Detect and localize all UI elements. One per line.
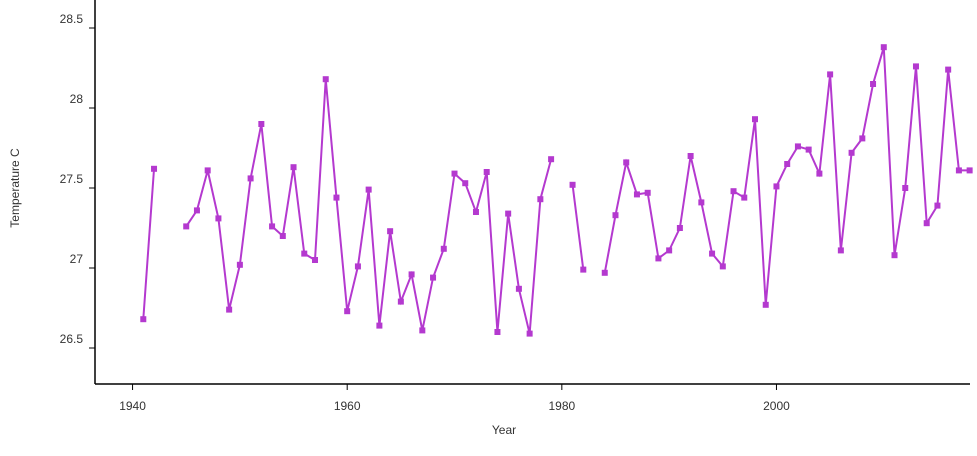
point <box>515 285 522 292</box>
point <box>870 81 877 87</box>
point <box>226 306 233 313</box>
point <box>752 116 758 123</box>
point <box>569 181 576 188</box>
point <box>376 322 383 329</box>
point <box>537 196 544 203</box>
point <box>333 194 340 201</box>
point <box>183 223 190 230</box>
point <box>676 225 683 231</box>
point <box>601 269 608 276</box>
point <box>215 215 222 222</box>
point <box>719 263 726 270</box>
point <box>880 44 887 51</box>
point <box>322 76 329 83</box>
point <box>891 252 898 259</box>
point <box>472 209 479 215</box>
y-tick-label: 28.5 <box>60 12 84 26</box>
point <box>505 210 512 217</box>
point <box>387 228 394 235</box>
x-tick-label: 2000 <box>763 399 790 413</box>
point <box>644 189 651 196</box>
point <box>193 207 200 214</box>
point <box>827 71 834 78</box>
point <box>902 185 909 191</box>
x-tick-label: 1960 <box>334 399 361 413</box>
point <box>462 180 469 187</box>
point <box>741 194 748 201</box>
point <box>945 66 952 73</box>
point <box>794 143 801 150</box>
x-axis-label: Year <box>492 423 516 437</box>
point <box>397 298 404 305</box>
point <box>859 135 866 142</box>
x-tick-label: 1980 <box>548 399 575 413</box>
point <box>301 250 308 257</box>
point <box>204 167 211 174</box>
point <box>773 183 780 190</box>
point <box>687 153 694 159</box>
point <box>548 156 555 163</box>
point <box>580 266 587 273</box>
point <box>816 170 823 177</box>
series-line <box>142 46 970 334</box>
point <box>312 257 318 263</box>
y-tick-label: 28 <box>70 92 84 106</box>
point <box>440 245 447 252</box>
point <box>483 169 490 175</box>
point <box>430 274 437 281</box>
point <box>354 263 361 270</box>
y-tick-label: 27 <box>70 252 84 266</box>
point <box>344 308 351 315</box>
point <box>633 191 640 198</box>
point <box>698 199 705 206</box>
point <box>526 330 533 337</box>
point <box>655 255 662 262</box>
point <box>612 212 619 219</box>
point <box>269 223 276 230</box>
point <box>236 261 243 268</box>
y-tick-label: 26.5 <box>60 332 84 346</box>
x-tick-label: 1940 <box>119 399 146 413</box>
point <box>784 161 791 167</box>
point <box>912 63 919 70</box>
point <box>151 165 158 172</box>
y-axis-label: Temperature C <box>8 148 22 228</box>
point <box>365 186 372 193</box>
point <box>140 316 147 323</box>
point <box>290 164 297 171</box>
point <box>966 167 973 174</box>
point <box>730 188 737 195</box>
point <box>934 202 941 209</box>
point <box>837 247 844 254</box>
point <box>451 170 458 177</box>
point <box>805 146 812 153</box>
point <box>279 233 286 239</box>
point <box>709 250 716 257</box>
y-tick-label: 27.5 <box>60 172 84 186</box>
point <box>762 301 769 308</box>
point <box>923 220 930 227</box>
point <box>408 271 415 278</box>
point <box>494 329 501 335</box>
point <box>955 167 962 174</box>
point <box>666 247 673 254</box>
point <box>419 327 426 334</box>
point <box>247 175 254 182</box>
point <box>848 149 855 156</box>
point <box>623 159 630 166</box>
point <box>258 121 265 127</box>
